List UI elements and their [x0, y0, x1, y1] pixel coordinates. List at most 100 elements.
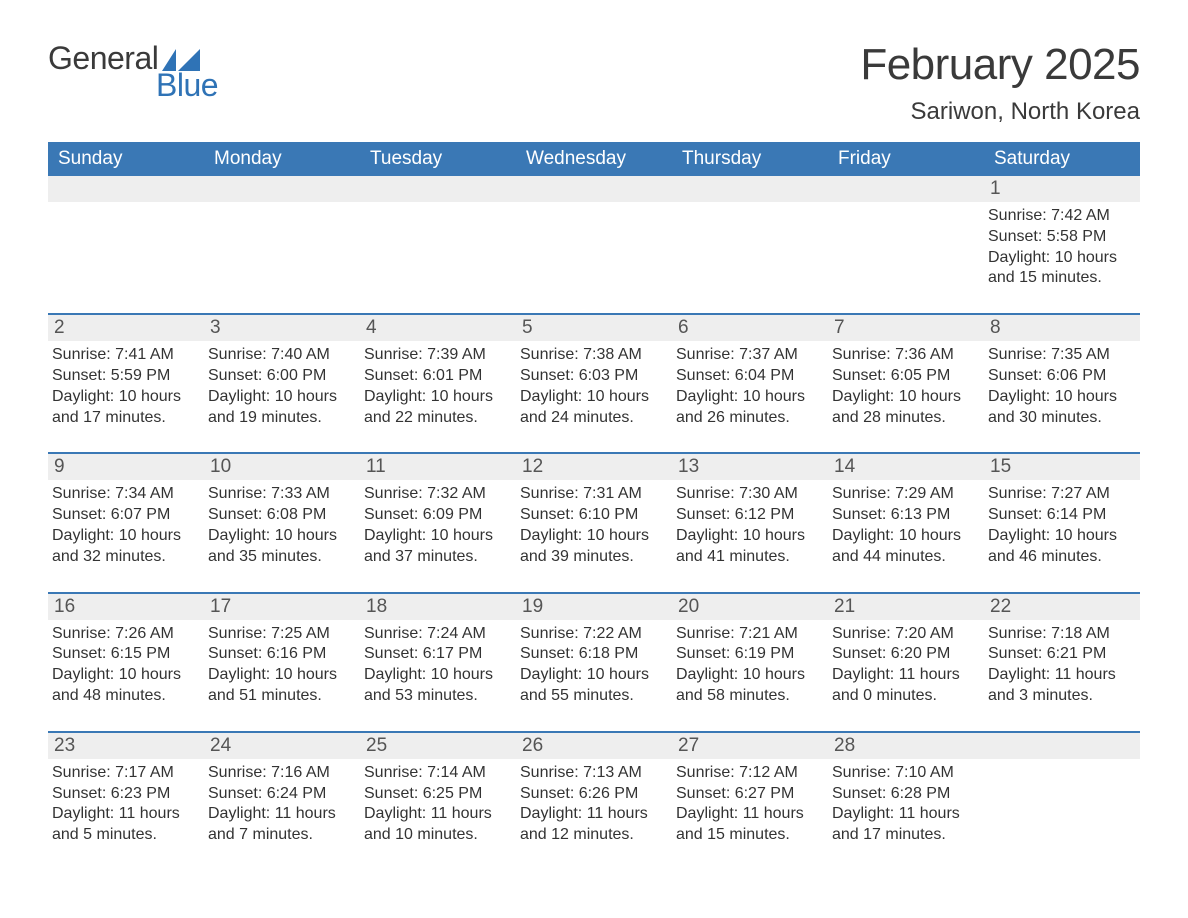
day-cell: 4Sunrise: 7:39 AMSunset: 6:01 PMDaylight… [360, 315, 516, 438]
day-number: 12 [516, 454, 672, 480]
sunset-line: Sunset: 6:26 PM [520, 784, 668, 805]
daylight-line-2: and 22 minutes. [364, 408, 512, 429]
day-number: 24 [204, 733, 360, 759]
sunset-line: Sunset: 6:12 PM [676, 505, 824, 526]
daylight-line-2: and 53 minutes. [364, 686, 512, 707]
day-cell: 15Sunrise: 7:27 AMSunset: 6:14 PMDayligh… [984, 454, 1140, 577]
dow-fri: Friday [828, 142, 984, 176]
sunset-line: Sunset: 6:01 PM [364, 366, 512, 387]
day-number [204, 176, 360, 202]
daylight-line-2: and 26 minutes. [676, 408, 824, 429]
sunset-line: Sunset: 6:05 PM [832, 366, 980, 387]
day-number [48, 176, 204, 202]
sunset-line: Sunset: 6:19 PM [676, 644, 824, 665]
sunset-line: Sunset: 5:58 PM [988, 227, 1136, 248]
day-number: 20 [672, 594, 828, 620]
day-number: 16 [48, 594, 204, 620]
day-number: 8 [984, 315, 1140, 341]
daylight-line-1: Daylight: 10 hours [520, 526, 668, 547]
day-cell: 27Sunrise: 7:12 AMSunset: 6:27 PMDayligh… [672, 733, 828, 856]
daylight-line-1: Daylight: 11 hours [832, 804, 980, 825]
sunrise-line: Sunrise: 7:42 AM [988, 206, 1136, 227]
daylight-line-2: and 7 minutes. [208, 825, 356, 846]
dow-sat: Saturday [984, 142, 1140, 176]
sunrise-line: Sunrise: 7:20 AM [832, 624, 980, 645]
day-number: 26 [516, 733, 672, 759]
daylight-line-1: Daylight: 10 hours [208, 387, 356, 408]
sunset-line: Sunset: 6:27 PM [676, 784, 824, 805]
day-cell: 28 Sunrise: 7:10 AMSunset: 6:28 PMDayligh… [828, 733, 984, 856]
day-number: 21 [828, 594, 984, 620]
daylight-line-2: and 35 minutes. [208, 547, 356, 568]
daylight-line-1: Daylight: 10 hours [52, 665, 200, 686]
daylight-line-2: and 28 minutes. [832, 408, 980, 429]
day-number: 18 [360, 594, 516, 620]
sunrise-line: Sunrise: 7:33 AM [208, 484, 356, 505]
sunset-line: Sunset: 6:08 PM [208, 505, 356, 526]
daylight-line-1: Daylight: 11 hours [520, 804, 668, 825]
day-cell: 12Sunrise: 7:31 AMSunset: 6:10 PMDayligh… [516, 454, 672, 577]
day-cell: 7Sunrise: 7:36 AMSunset: 6:05 PMDaylight… [828, 315, 984, 438]
day-number: 19 [516, 594, 672, 620]
day-cell [360, 176, 516, 299]
sunrise-line: Sunrise: 7:40 AM [208, 345, 356, 366]
daylight-line-1: Daylight: 10 hours [364, 665, 512, 686]
sunrise-line: Sunrise: 7:10 AM [832, 763, 980, 784]
sunrise-line: Sunrise: 7:31 AM [520, 484, 668, 505]
sunrise-line: Sunrise: 7:13 AM [520, 763, 668, 784]
brand-word2: Blue [156, 67, 218, 104]
sunrise-line: Sunrise: 7:38 AM [520, 345, 668, 366]
sunrise-line: Sunrise: 7:39 AM [364, 345, 512, 366]
day-cell: 8Sunrise: 7:35 AMSunset: 6:06 PMDaylight… [984, 315, 1140, 438]
daylight-line-1: Daylight: 10 hours [832, 526, 980, 547]
sunrise-line: Sunrise: 7:17 AM [52, 763, 200, 784]
dow-thu: Thursday [672, 142, 828, 176]
day-cell [984, 733, 1140, 856]
day-cell: 10Sunrise: 7:33 AMSunset: 6:08 PMDayligh… [204, 454, 360, 577]
sunrise-line: Sunrise: 7:27 AM [988, 484, 1136, 505]
day-number: 9 [48, 454, 204, 480]
day-cell: 13Sunrise: 7:30 AMSunset: 6:12 PMDayligh… [672, 454, 828, 577]
day-cell [48, 176, 204, 299]
daylight-line-1: Daylight: 11 hours [676, 804, 824, 825]
sunset-line: Sunset: 6:06 PM [988, 366, 1136, 387]
dow-mon: Monday [204, 142, 360, 176]
day-number: 11 [360, 454, 516, 480]
day-number [516, 176, 672, 202]
day-cell: 6Sunrise: 7:37 AMSunset: 6:04 PMDaylight… [672, 315, 828, 438]
sunset-line: Sunset: 6:21 PM [988, 644, 1136, 665]
brand-word1: General [48, 40, 158, 77]
sunset-line: Sunset: 6:13 PM [832, 505, 980, 526]
day-cell: 23 Sunrise: 7:17 AMSunset: 6:23 PMDayligh… [48, 733, 204, 856]
week-row: 23Sunrise: 7:17 AMSunset: 6:23 PMDayligh… [48, 731, 1140, 856]
daylight-line-2: and 30 minutes. [988, 408, 1136, 429]
day-number: 15 [984, 454, 1140, 480]
daylight-line-1: Daylight: 10 hours [208, 665, 356, 686]
sunset-line: Sunset: 5:59 PM [52, 366, 200, 387]
day-number: 3 [204, 315, 360, 341]
sunset-line: Sunset: 6:23 PM [52, 784, 200, 805]
sunrise-line: Sunrise: 7:29 AM [832, 484, 980, 505]
sunrise-line: Sunrise: 7:22 AM [520, 624, 668, 645]
week-row: 1Sunrise: 7:42 AMSunset: 5:58 PMDaylight… [48, 176, 1140, 299]
sunset-line: Sunset: 6:28 PM [832, 784, 980, 805]
daylight-line-1: Daylight: 10 hours [364, 526, 512, 547]
day-cell: 25Sunrise: 7:14 AMSunset: 6:25 PMDayligh… [360, 733, 516, 856]
sunset-line: Sunset: 6:14 PM [988, 505, 1136, 526]
daylight-line-1: Daylight: 10 hours [676, 387, 824, 408]
day-number [672, 176, 828, 202]
sunset-line: Sunset: 6:16 PM [208, 644, 356, 665]
day-cell: 11Sunrise: 7:32 AMSunset: 6:09 PMDayligh… [360, 454, 516, 577]
day-number: 10 [204, 454, 360, 480]
day-cell: 26 Sunrise: 7:13 AMSunset: 6:26 PMDayligh… [516, 733, 672, 856]
daylight-line-2: and 48 minutes. [52, 686, 200, 707]
day-number: 2 [48, 315, 204, 341]
day-number: 25 [360, 733, 516, 759]
daylight-line-1: Daylight: 11 hours [208, 804, 356, 825]
daylight-line-2: and 24 minutes. [520, 408, 668, 429]
daylight-line-1: Daylight: 11 hours [52, 804, 200, 825]
day-number: 23 [48, 733, 204, 759]
day-number: 28 [828, 733, 984, 759]
header: General Blue February 2025 Sariwon, Nort… [48, 40, 1140, 126]
day-cell: 18Sunrise: 7:24 AMSunset: 6:17 PMDayligh… [360, 594, 516, 717]
